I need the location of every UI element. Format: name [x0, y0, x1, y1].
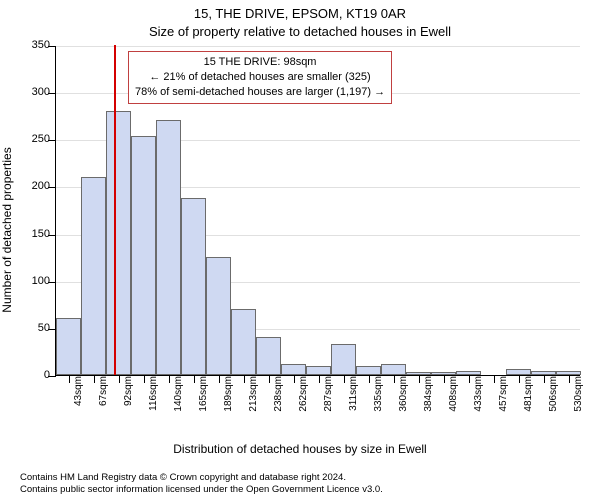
x-tick-label: 457sqm: [498, 376, 509, 412]
x-tick: [119, 375, 120, 383]
x-tick: [94, 375, 95, 383]
x-tick-label: 213sqm: [248, 376, 259, 412]
x-tick: [169, 375, 170, 383]
y-tick-label: 250: [10, 133, 50, 145]
x-tick-label: 481sqm: [523, 376, 534, 412]
x-tick-label: 92sqm: [123, 376, 134, 406]
x-tick: [369, 375, 370, 383]
y-tick-label: 350: [10, 39, 50, 51]
x-tick: [219, 375, 220, 383]
x-tick: [319, 375, 320, 383]
x-tick-label: 530sqm: [573, 376, 584, 412]
footer-line2: Contains public sector information licen…: [20, 484, 383, 496]
x-tick: [269, 375, 270, 383]
reference-line: [114, 45, 116, 375]
gridline: [56, 46, 580, 47]
x-tick-label: 238sqm: [273, 376, 284, 412]
histogram-bar: [131, 136, 156, 375]
x-tick-label: 262sqm: [298, 376, 309, 412]
footer-line1: Contains HM Land Registry data © Crown c…: [20, 472, 383, 484]
x-tick-label: 140sqm: [173, 376, 184, 412]
x-tick: [569, 375, 570, 383]
x-tick-label: 506sqm: [548, 376, 559, 412]
annotation-line1: 15 THE DRIVE: 98sqm: [135, 55, 385, 70]
footer-attribution: Contains HM Land Registry data © Crown c…: [20, 472, 383, 496]
x-tick: [544, 375, 545, 383]
y-tick-label: 50: [10, 322, 50, 334]
x-tick-label: 384sqm: [423, 376, 434, 412]
x-tick: [194, 375, 195, 383]
x-tick-label: 433sqm: [473, 376, 484, 412]
histogram-bar: [181, 198, 206, 375]
x-tick: [144, 375, 145, 383]
x-tick-label: 189sqm: [223, 376, 234, 412]
chart-title-line1: 15, THE DRIVE, EPSOM, KT19 0AR: [0, 6, 600, 21]
histogram-bar: [381, 364, 406, 375]
y-tick-label: 300: [10, 86, 50, 98]
x-tick: [344, 375, 345, 383]
x-tick: [419, 375, 420, 383]
x-tick: [444, 375, 445, 383]
plot-area: 05010015020025030035043sqm67sqm92sqm116s…: [55, 46, 580, 376]
annotation-box: 15 THE DRIVE: 98sqm ← 21% of detached ho…: [128, 51, 392, 104]
histogram-bar: [56, 318, 81, 375]
x-tick-label: 408sqm: [448, 376, 459, 412]
histogram-bar: [231, 309, 256, 375]
x-tick-label: 67sqm: [98, 376, 109, 406]
annotation-line2: ← 21% of detached houses are smaller (32…: [135, 70, 385, 85]
x-tick-label: 165sqm: [198, 376, 209, 412]
x-tick-label: 116sqm: [148, 376, 159, 411]
histogram-bar: [81, 177, 106, 375]
annotation-line3: 78% of semi-detached houses are larger (…: [135, 85, 385, 100]
x-axis-label: Distribution of detached houses by size …: [0, 442, 600, 456]
x-tick-label: 311sqm: [348, 376, 359, 411]
y-tick-label: 150: [10, 228, 50, 240]
histogram-bar: [281, 364, 306, 375]
y-tick-label: 0: [10, 369, 50, 381]
x-tick: [394, 375, 395, 383]
x-tick-label: 360sqm: [398, 376, 409, 412]
histogram-bar: [206, 257, 231, 375]
histogram-bar: [156, 120, 181, 375]
histogram-bar: [106, 111, 131, 375]
x-tick: [69, 375, 70, 383]
y-tick-label: 100: [10, 275, 50, 287]
x-tick: [244, 375, 245, 383]
y-tick-label: 200: [10, 180, 50, 192]
chart-title-line2: Size of property relative to detached ho…: [0, 24, 600, 39]
histogram-bar: [306, 366, 331, 375]
histogram-bar: [331, 344, 356, 375]
x-tick: [494, 375, 495, 383]
x-tick-label: 335sqm: [373, 376, 384, 412]
x-tick: [519, 375, 520, 383]
x-tick-label: 287sqm: [323, 376, 334, 412]
chart-container: 15, THE DRIVE, EPSOM, KT19 0AR Size of p…: [0, 0, 600, 500]
x-tick: [469, 375, 470, 383]
x-tick: [294, 375, 295, 383]
x-tick-label: 43sqm: [73, 376, 84, 406]
histogram-bar: [256, 337, 281, 375]
histogram-bar: [356, 366, 381, 375]
